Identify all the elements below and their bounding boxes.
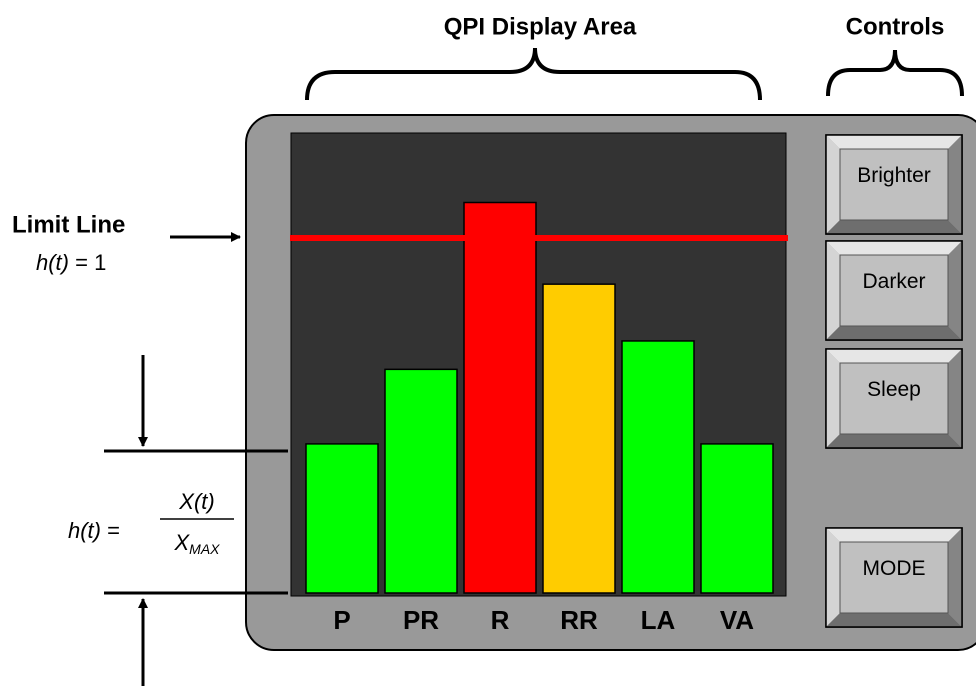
- limit-value: 1: [94, 250, 106, 275]
- button-face: [839, 148, 949, 221]
- bevel-right: [948, 528, 962, 627]
- controls-title: Controls: [846, 13, 945, 40]
- bevel-right: [948, 349, 962, 448]
- button[interactable]: Sleep: [825, 348, 963, 449]
- bars: P PR R RR LA VA: [290, 201, 788, 635]
- bevel-bottom: [826, 434, 962, 448]
- bevel-bottom: [826, 220, 962, 234]
- button-label: Sleep: [867, 378, 921, 401]
- bevel-top: [826, 349, 962, 363]
- bevel-right: [948, 241, 962, 340]
- button-outline: [825, 527, 963, 628]
- button-label: Brighter: [857, 164, 931, 187]
- bevel-right: [948, 135, 962, 234]
- bar: [621, 340, 695, 594]
- bevel-left: [826, 349, 840, 448]
- formula-lhs: h(t) =: [68, 518, 120, 543]
- button-face: [839, 541, 949, 614]
- formula-numerator: X(t): [178, 489, 214, 514]
- bar-label: R: [491, 605, 510, 635]
- bevel-top: [826, 135, 962, 149]
- bar: [463, 201, 537, 594]
- limit-lhs: h(t): [36, 250, 69, 275]
- button-label: MODE: [863, 557, 926, 580]
- bar: [305, 443, 379, 594]
- button-label: Darker: [862, 270, 925, 293]
- denominator-x: X: [173, 530, 190, 555]
- bar-label: P: [333, 605, 350, 635]
- bevel-top: [826, 241, 962, 255]
- bevel-left: [826, 528, 840, 627]
- bar: [384, 368, 458, 594]
- display-title: QPI Display Area: [444, 13, 637, 40]
- limit-eq-sign: =: [69, 250, 94, 275]
- button[interactable]: Brighter: [825, 134, 963, 235]
- bar-label: PR: [403, 605, 439, 635]
- controls: Brighter Darker Sleep MODE: [825, 134, 963, 628]
- formula-denominator: XMAX: [173, 530, 220, 557]
- formula-eq: =: [101, 518, 120, 543]
- button[interactable]: MODE: [825, 527, 963, 628]
- bevel-bottom: [826, 326, 962, 340]
- bar-label: LA: [641, 605, 676, 635]
- button[interactable]: Darker: [825, 240, 963, 341]
- bar: [700, 443, 774, 594]
- bevel-left: [826, 241, 840, 340]
- button-face: [839, 254, 949, 327]
- bevel-top: [826, 528, 962, 542]
- bar-label: RR: [560, 605, 598, 635]
- bevel-left: [826, 135, 840, 234]
- button-outline: [825, 134, 963, 235]
- bevel-bottom: [826, 613, 962, 627]
- button-outline: [825, 240, 963, 341]
- limit-label: Limit Line: [12, 211, 125, 238]
- denominator-sub: MAX: [189, 541, 220, 557]
- display-brace: [305, 47, 762, 101]
- bar-label: VA: [720, 605, 754, 635]
- limit-eq: h(t) = 1: [36, 250, 106, 275]
- button-face: [839, 362, 949, 435]
- bar: [542, 283, 616, 594]
- button-outline: [825, 348, 963, 449]
- controls-brace: [826, 49, 964, 97]
- formula-h: h(t): [68, 518, 101, 543]
